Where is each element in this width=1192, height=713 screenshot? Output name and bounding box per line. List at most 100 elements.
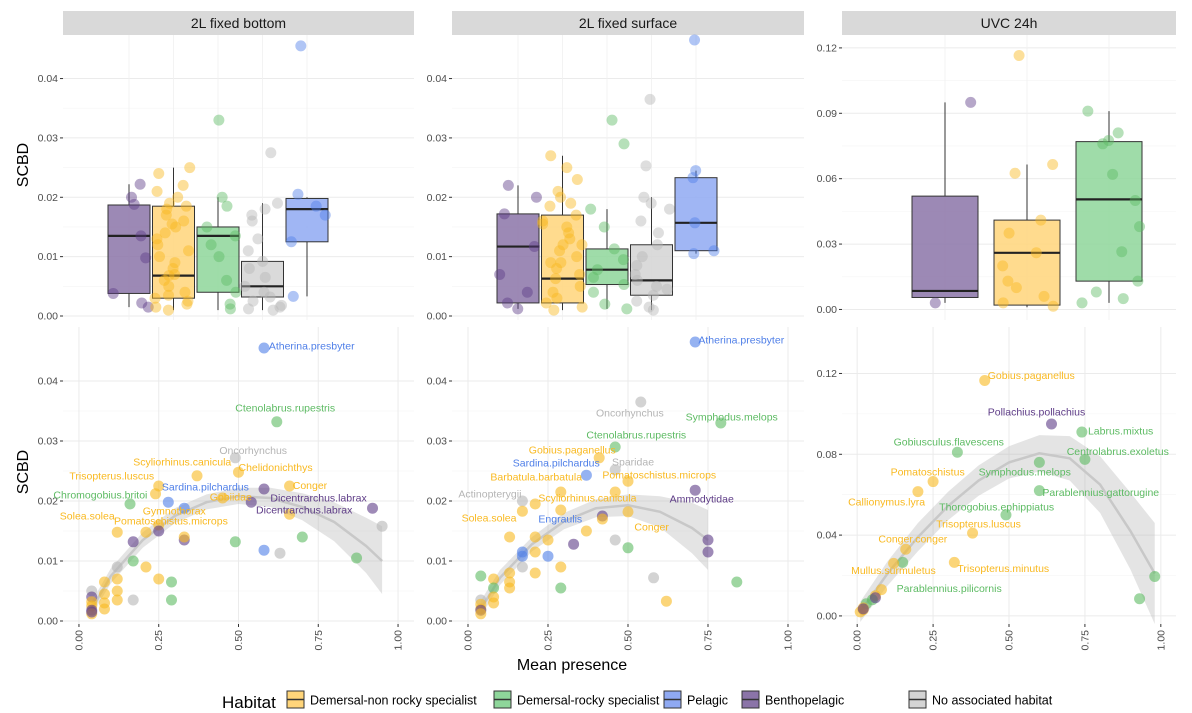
y-tick-label: 0.03 bbox=[427, 132, 448, 144]
species-point bbox=[296, 531, 308, 543]
y-tick-label: 0.00 bbox=[38, 311, 59, 323]
species-point bbox=[475, 608, 487, 620]
jitter-point bbox=[564, 233, 576, 245]
species-point bbox=[351, 552, 363, 564]
y-tick-label: 0.00 bbox=[817, 304, 838, 316]
jitter-point bbox=[512, 303, 524, 315]
species-label: Oncorhynchus bbox=[219, 445, 287, 457]
species-label: Chromogobius.britoi bbox=[53, 490, 147, 502]
jitter-point bbox=[547, 286, 559, 298]
species-point bbox=[111, 561, 123, 573]
jitter-point bbox=[585, 203, 597, 215]
jitter-point bbox=[647, 304, 659, 316]
species-point bbox=[258, 483, 270, 495]
species-point bbox=[127, 555, 139, 567]
x-tick-label: 0.50 bbox=[1004, 630, 1016, 651]
smooth-confidence-band bbox=[91, 487, 383, 615]
smooth-line bbox=[479, 503, 709, 610]
jitter-point bbox=[576, 301, 588, 313]
jitter-point bbox=[135, 230, 147, 242]
jitter-point bbox=[1103, 135, 1115, 147]
jitter-point bbox=[151, 233, 163, 245]
jitter-point bbox=[965, 96, 977, 108]
species-point bbox=[689, 484, 701, 496]
scatter-panel-1: 0.00 0.01 0.02 0.03 0.04 0.00 0.25 0.50 0.75 1.00… bbox=[38, 327, 414, 650]
species-point bbox=[98, 588, 110, 600]
jitter-point bbox=[172, 191, 184, 203]
y-tick-label: 0.03 bbox=[38, 132, 59, 144]
jitter-point bbox=[551, 263, 563, 275]
jitter-point bbox=[631, 260, 643, 272]
jitter-point bbox=[557, 239, 569, 251]
species-label: Scyliorhinus.canicula bbox=[538, 493, 636, 505]
y-tick-label: 0.04 bbox=[427, 376, 448, 388]
species-point bbox=[1076, 426, 1088, 438]
jitter-point bbox=[638, 191, 650, 203]
species-point bbox=[609, 486, 621, 498]
y-tick-label: 0.02 bbox=[427, 192, 448, 204]
species-label: Parablennius.pilicornis bbox=[897, 583, 1002, 595]
species-label: Atherina.presbyter bbox=[698, 335, 784, 347]
species-point bbox=[689, 336, 701, 348]
species-label: Trisopterus.minutus bbox=[957, 563, 1049, 575]
scatter-panel-3: 0.00 0.04 0.08 0.12 0.00 0.25 0.50 0.75 1.00 Gobi… bbox=[817, 327, 1176, 650]
species-point bbox=[504, 531, 516, 543]
y-tick-label: 0.00 bbox=[427, 311, 448, 323]
x-tick-label: 1.00 bbox=[1155, 630, 1167, 651]
species-point bbox=[488, 573, 500, 585]
species-point bbox=[475, 570, 487, 582]
jitter-point bbox=[181, 298, 193, 310]
facet-title: UVC 24h bbox=[981, 15, 1038, 31]
species-point bbox=[1046, 418, 1058, 430]
species-label: Ctenolabrus.rupestris bbox=[586, 430, 686, 442]
jitter-point bbox=[216, 191, 228, 203]
legend-label-dem_rocky: Demersal-rocky specialist bbox=[517, 694, 660, 708]
jitter-point bbox=[690, 165, 702, 177]
box-benthopelagic bbox=[496, 213, 540, 304]
box-none bbox=[630, 244, 673, 296]
facet-strip bbox=[452, 11, 804, 35]
jitter-point bbox=[618, 279, 630, 291]
species-point bbox=[124, 498, 136, 510]
species-point bbox=[609, 441, 621, 453]
species-point bbox=[488, 597, 500, 609]
jitter-point bbox=[161, 203, 173, 215]
species-point bbox=[271, 416, 283, 428]
jitter-point bbox=[230, 286, 242, 298]
species-point bbox=[529, 531, 541, 543]
box-none bbox=[241, 260, 284, 298]
jitter-point bbox=[319, 209, 331, 221]
species-point bbox=[542, 550, 554, 562]
species-point bbox=[98, 576, 110, 588]
species-label: Gymnothorax bbox=[143, 506, 207, 518]
jitter-point bbox=[530, 191, 542, 203]
species-point bbox=[516, 505, 528, 517]
species-point bbox=[897, 556, 909, 568]
species-point bbox=[217, 492, 229, 504]
legend: Habitat Demersal-non rocky specialist Dem… bbox=[222, 690, 1053, 712]
species-point bbox=[153, 525, 165, 537]
species-point bbox=[274, 547, 286, 559]
jitter-point bbox=[570, 209, 582, 221]
jitter-point bbox=[154, 251, 166, 263]
jitter-point bbox=[178, 215, 190, 227]
jitter-point bbox=[591, 264, 603, 276]
species-point bbox=[150, 488, 162, 500]
scatter-panel-2: 0.00 0.01 0.02 0.03 0.04 0.00 0.25 0.50 0.75 1.00… bbox=[427, 327, 804, 650]
jitter-point bbox=[182, 295, 194, 307]
jitter-point bbox=[1134, 221, 1146, 233]
box-dem_nonrocky bbox=[993, 219, 1061, 306]
species-label: Pomatoschistus bbox=[891, 467, 965, 479]
jitter-point bbox=[1090, 286, 1102, 298]
jitter-point bbox=[598, 221, 610, 233]
jitter-point bbox=[1097, 138, 1109, 150]
jitter-point bbox=[169, 268, 181, 280]
jitter-point bbox=[561, 162, 573, 174]
jitter-point bbox=[166, 218, 178, 230]
jitter-point bbox=[631, 295, 643, 307]
jitter-point bbox=[550, 273, 562, 285]
jitter-point bbox=[1116, 246, 1128, 258]
jitter-point bbox=[571, 251, 583, 263]
species-label: Engraulis bbox=[538, 514, 582, 526]
jitter-point bbox=[239, 280, 251, 292]
